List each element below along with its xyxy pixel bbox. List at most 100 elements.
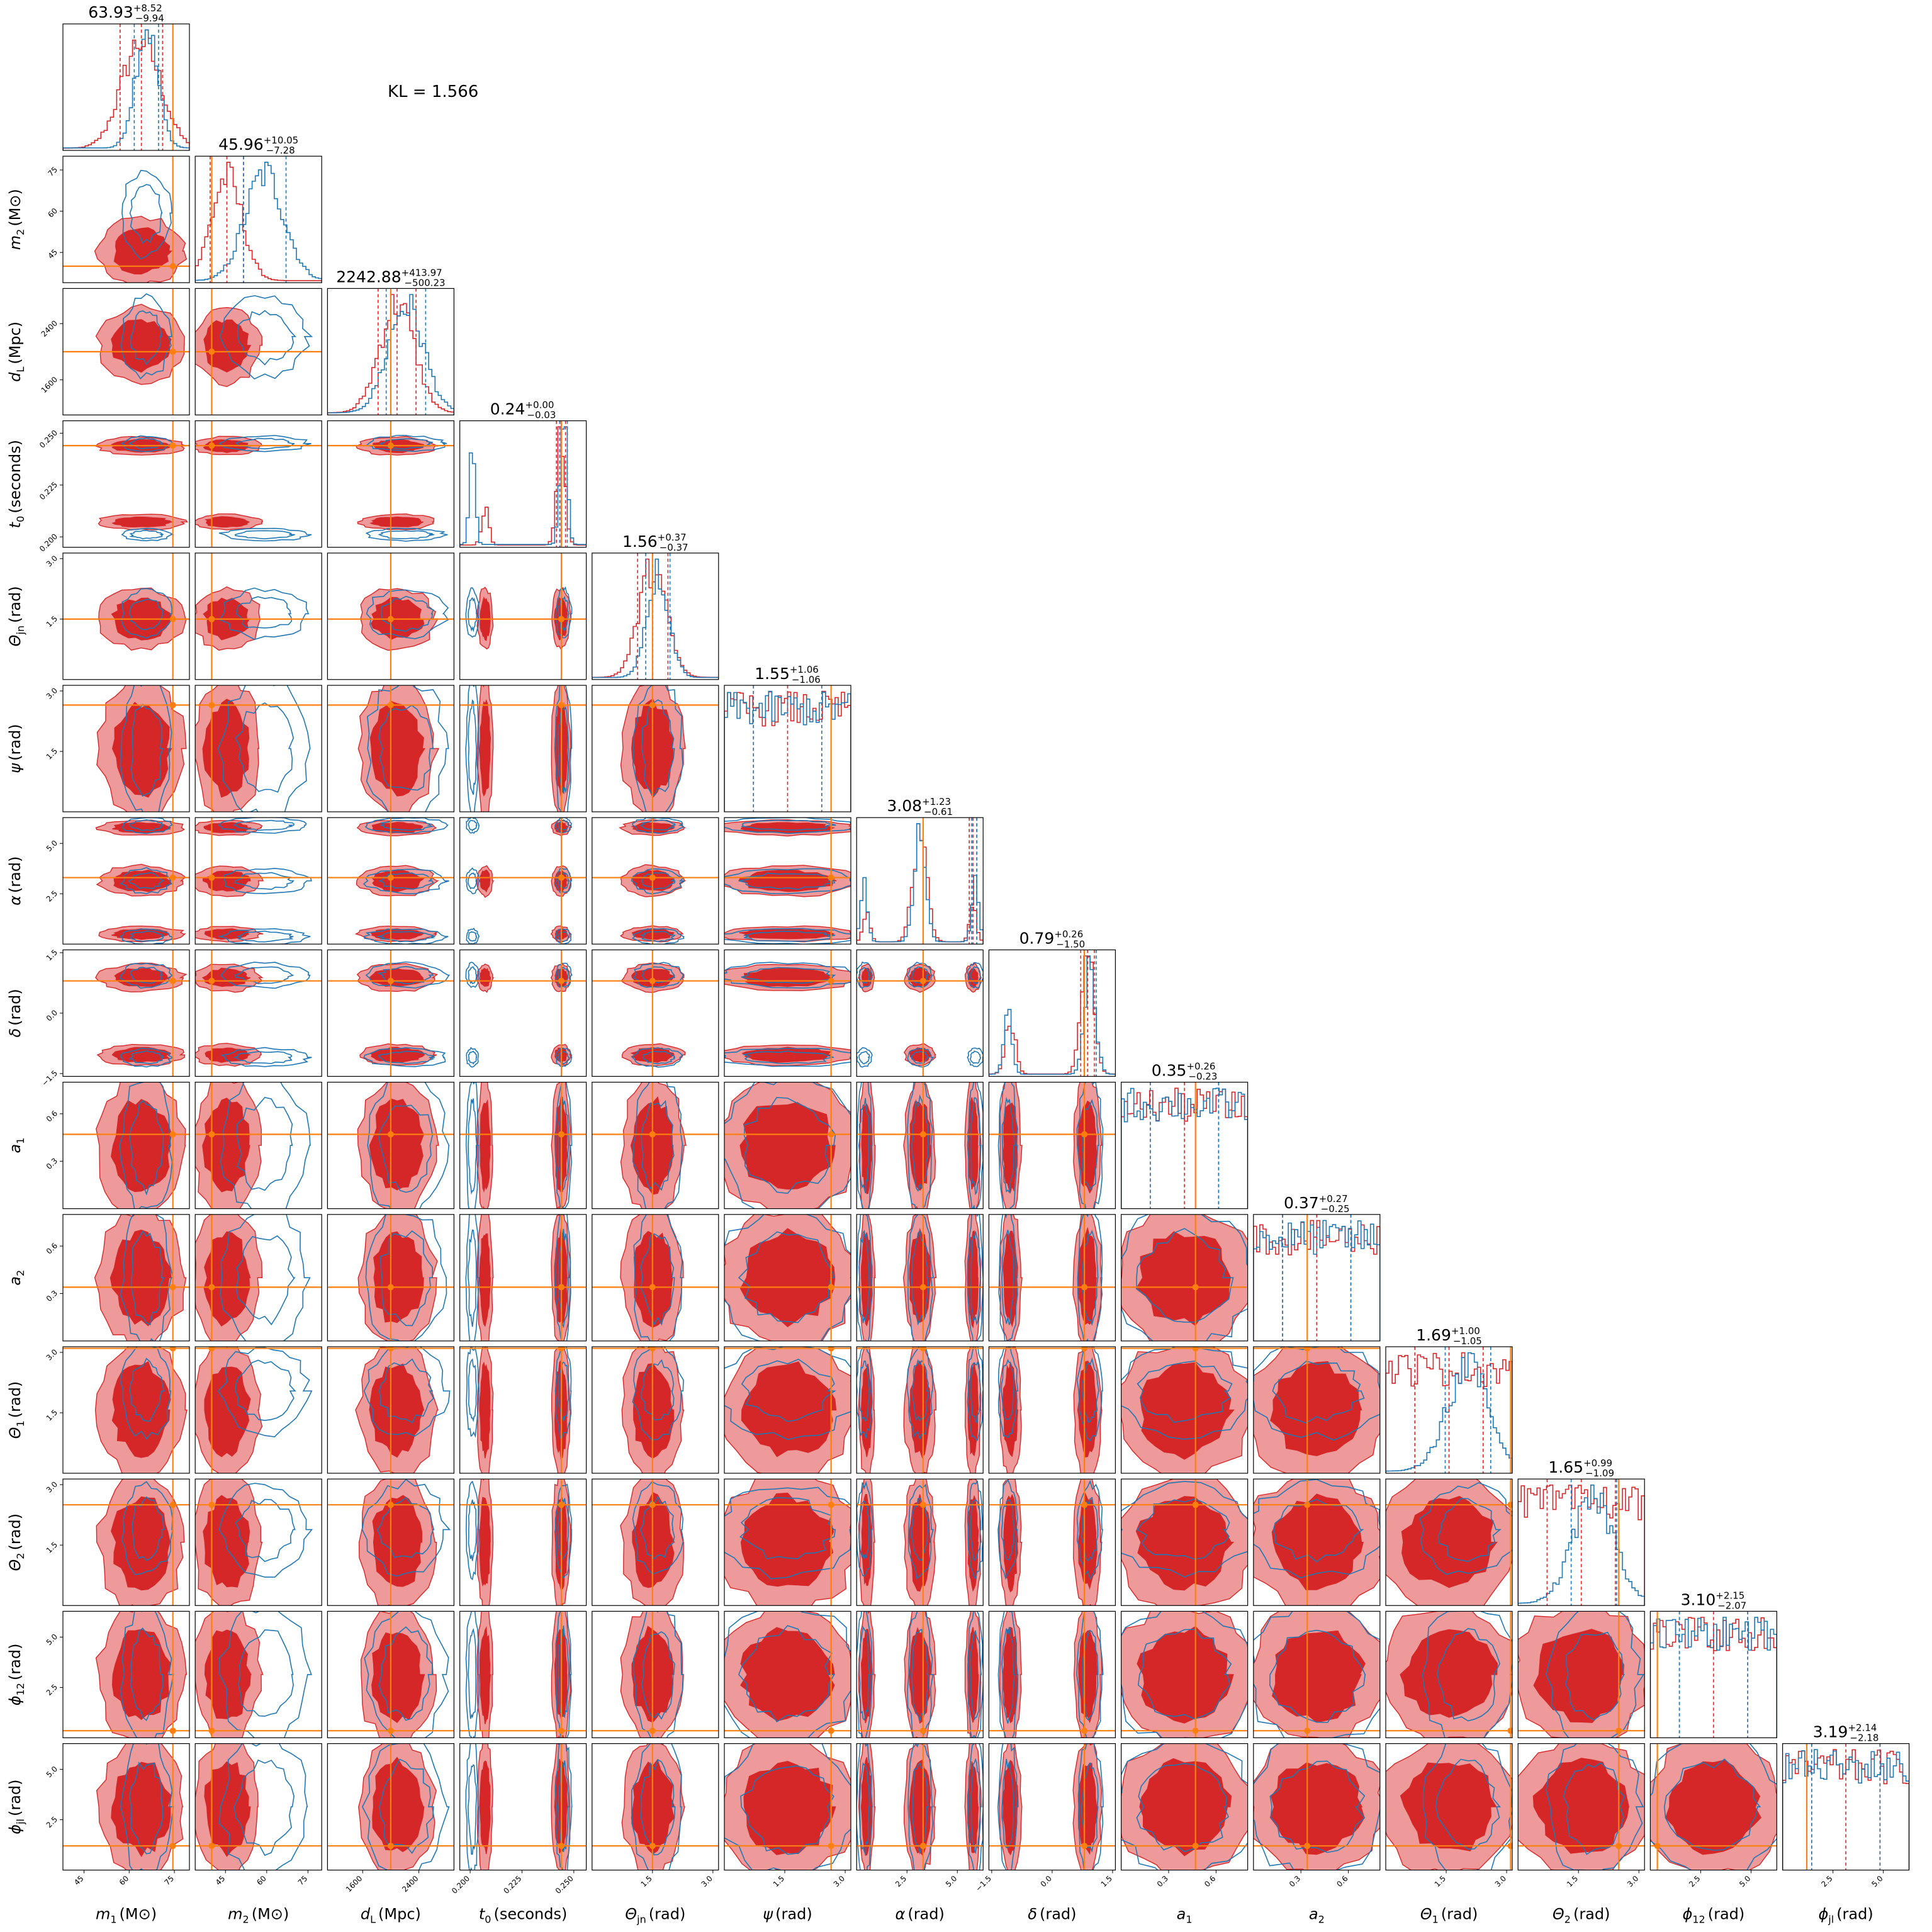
panel-frame	[327, 685, 455, 812]
contour-panel-8-10	[1120, 1346, 1249, 1474]
histogram-title-6: 3.08+1.23 −0.61	[887, 796, 953, 817]
contour-panel-10-12	[1385, 1610, 1513, 1738]
histogram-panel-3: 0.24+0.00 −0.03	[459, 400, 587, 548]
panel-frame	[1517, 1610, 1645, 1738]
y-axis-label-12: ϕ12(rad)	[6, 1644, 26, 1706]
histogram-panel-2: 2242.88+413.97 −500.23	[327, 267, 455, 415]
panel-frame	[856, 1610, 984, 1738]
truth-point-8-13	[1192, 1843, 1199, 1850]
x-axis-label-1: m2 (M⊙)	[228, 1906, 289, 1926]
panel-frame	[592, 949, 719, 1077]
panel-frame	[459, 1346, 587, 1474]
truth-point-3-12	[558, 1727, 565, 1734]
panel-frame	[62, 1610, 190, 1738]
panel-frame	[724, 1743, 851, 1871]
contour-panel-1-8	[194, 1081, 322, 1210]
truth-point-3-8	[558, 1131, 565, 1138]
truth-point-5-13	[828, 1843, 834, 1850]
truth-point-3-9	[558, 1284, 565, 1291]
panel-frame	[856, 949, 984, 1077]
histogram-panel-13: 3.19+2.14 −2.182.5 5.0	[1782, 1722, 1910, 1889]
contour-panel-6-13: 2.5 5.0	[856, 1743, 984, 1889]
truth-point-4-8	[649, 1131, 656, 1138]
truth-point-0-7	[169, 977, 176, 984]
panel-frame	[592, 817, 719, 945]
panel-frame	[327, 1081, 455, 1210]
contour-panel-3-12	[459, 1610, 587, 1738]
contour-panel-7-8	[988, 1081, 1116, 1210]
histogram-blue-6	[856, 823, 984, 945]
truth-point-2-12	[387, 1727, 394, 1734]
panel-frame	[459, 1478, 587, 1606]
contour-panel-2-12	[327, 1610, 455, 1738]
panel-frame	[194, 1346, 322, 1474]
truth-point-0-4	[169, 615, 176, 622]
panel-frame	[724, 685, 851, 812]
histogram-panel-4: 1.56+0.37 −0.37	[592, 532, 719, 680]
truth-point-5-9	[828, 1284, 834, 1291]
truth-point-7-12	[1081, 1727, 1088, 1734]
panel-frame	[856, 817, 984, 945]
truth-point-11-13	[1615, 1843, 1622, 1850]
contour-panel-1-3	[194, 420, 322, 548]
contour-panel-8-13: 0.3 0.6	[1120, 1743, 1249, 1889]
truth-point-0-10	[169, 1347, 176, 1352]
x-axis-label-12: ϕ12 (rad)	[1683, 1906, 1745, 1926]
contour-panel-3-4	[459, 553, 587, 680]
panel-frame	[62, 23, 190, 151]
histogram-blue-0	[63, 29, 189, 150]
contour-panel-2-8	[327, 1081, 455, 1210]
panel-frame	[724, 1610, 851, 1738]
panel-frame	[62, 288, 190, 415]
x-axis-label-5: ψ (rad)	[763, 1906, 812, 1923]
kl-annotation: KL = 1.566	[388, 82, 478, 101]
panel-frame	[592, 553, 719, 680]
x-axis-label-3: t0 (seconds)	[479, 1906, 567, 1926]
contour-panel-3-7	[459, 949, 587, 1077]
contour-panel-8-9	[1120, 1214, 1249, 1342]
panel-frame	[1517, 1478, 1645, 1606]
histogram-panel-0: 63.93+8.52 −9.94	[62, 3, 190, 151]
contour-panel-11-12	[1517, 1610, 1645, 1738]
truth-point-2-13	[387, 1843, 394, 1850]
contour-panel-2-5	[327, 685, 455, 812]
contour-panel-0-6: 2.55.0	[45, 817, 190, 945]
contour-panel-7-11	[988, 1478, 1116, 1606]
histogram-title-9: 0.37+0.27 −0.25	[1284, 1193, 1350, 1215]
contour-panel-2-3	[327, 420, 455, 548]
panel-frame	[62, 817, 190, 945]
truth-point-3-6	[558, 874, 565, 881]
x-axis-label-0: m1 (M⊙)	[96, 1906, 157, 1926]
panel-frame	[1517, 1743, 1645, 1871]
truth-point-0-6	[169, 874, 176, 881]
histogram-blue-7	[989, 955, 1116, 1077]
contour-panel-6-11	[856, 1478, 984, 1606]
truth-point-3-11	[558, 1502, 565, 1508]
contour-panel-0-4: 1.53.0	[45, 553, 190, 680]
truth-point-1-13	[208, 1843, 215, 1850]
y-axis-label-2: dL(Mpc)	[6, 322, 26, 382]
histogram-title-1: 45.96+10.05 −7.28	[218, 135, 298, 156]
truth-point-0-12	[169, 1727, 176, 1734]
contour-panel-0-5: 1.53.0	[45, 685, 190, 812]
panel-frame	[62, 1743, 190, 1871]
panel-frame	[327, 949, 455, 1077]
truth-point-3-13	[558, 1843, 565, 1850]
truth-point-3-5	[558, 702, 565, 709]
panel-frame	[1253, 1610, 1381, 1738]
panel-frame	[459, 1214, 587, 1342]
contour-panel-1-11	[194, 1478, 322, 1606]
panel-frame	[62, 1214, 190, 1342]
contour-panel-1-6	[194, 817, 322, 945]
panel-frame	[1385, 1743, 1513, 1871]
histogram-blue-4	[592, 558, 719, 680]
x-axis-label-11: Θ2 (rad)	[1553, 1906, 1610, 1926]
panel-frame	[327, 1346, 455, 1474]
histogram-red-10	[1386, 1352, 1512, 1473]
truth-point-2-11	[387, 1502, 394, 1508]
contour-panel-7-9	[988, 1214, 1116, 1342]
truth-point-2-9	[387, 1284, 394, 1291]
truth-point-0-11	[169, 1502, 176, 1508]
histogram-panel-10: 1.69+1.00 −1.05	[1385, 1325, 1513, 1474]
contour-panel-4-9	[592, 1214, 719, 1342]
